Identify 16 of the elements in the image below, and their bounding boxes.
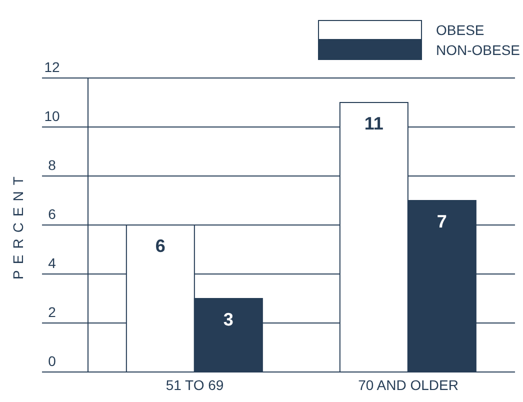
data-label: 6 — [155, 236, 166, 256]
text: NON-OBESE — [436, 42, 520, 58]
y-tick-label: 10 — [44, 108, 60, 124]
y-tick-label: 4 — [48, 255, 56, 271]
text: OBESE — [436, 22, 484, 38]
x-tick-label: 51 TO 69 — [166, 376, 224, 393]
y-tick-label: 8 — [48, 157, 56, 173]
x-tick-label: 70 AND OLDER — [358, 376, 458, 393]
y-tick-label: 0 — [48, 353, 56, 369]
data-label: 11 — [364, 113, 384, 134]
y-axis-title: PERCENT — [10, 170, 26, 280]
data-label: 3 — [223, 309, 234, 330]
data-label: 7 — [436, 211, 447, 232]
y-tick-label: 6 — [48, 206, 56, 222]
y-tick-label: 12 — [44, 59, 60, 75]
y-tick-label: 2 — [48, 304, 56, 320]
